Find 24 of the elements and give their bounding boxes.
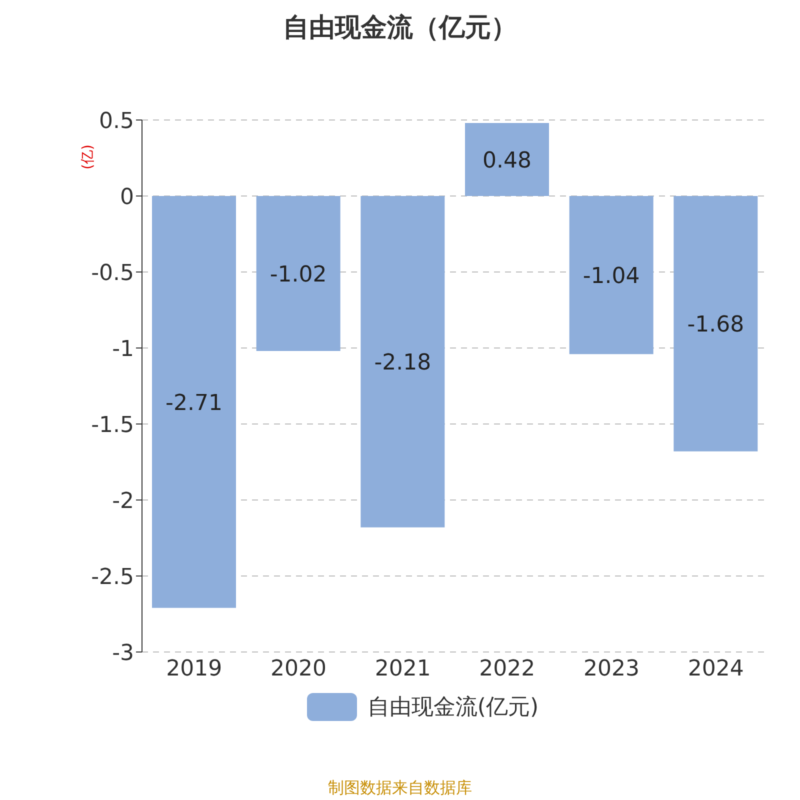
x-tick-label: 2019 — [166, 656, 222, 682]
y-tick-label: -1.5 — [91, 412, 134, 438]
chart-title: 自由现金流（亿元） — [282, 12, 518, 45]
y-tick-label: -1 — [112, 336, 134, 362]
data-label: -1.02 — [270, 262, 327, 288]
x-tick-label: 2024 — [688, 656, 744, 682]
data-label: -1.68 — [687, 312, 744, 338]
data-label: -2.18 — [374, 350, 432, 376]
y-axis-title: (亿) — [79, 144, 97, 172]
y-tick-label: 0.5 — [99, 108, 134, 134]
y-tick-label: -0.5 — [91, 260, 134, 286]
y-tick-label: 0 — [120, 184, 134, 210]
x-tick-label: 2021 — [374, 656, 431, 682]
y-tick-label: -2.5 — [91, 564, 134, 590]
data-label: -2.71 — [166, 390, 222, 416]
legend-label: 自由现金流(亿元) — [367, 694, 539, 722]
x-tick-label: 2022 — [479, 656, 536, 682]
text: 制图数据来自数据库 — [327, 778, 473, 799]
y-tick-label: -2 — [112, 488, 134, 514]
x-tick-label: 2020 — [270, 656, 326, 682]
x-tick-label: 2023 — [584, 656, 640, 682]
data-label: 0.48 — [482, 148, 532, 174]
y-tick-label: -3 — [112, 640, 134, 666]
data-label: -1.04 — [582, 264, 640, 289]
